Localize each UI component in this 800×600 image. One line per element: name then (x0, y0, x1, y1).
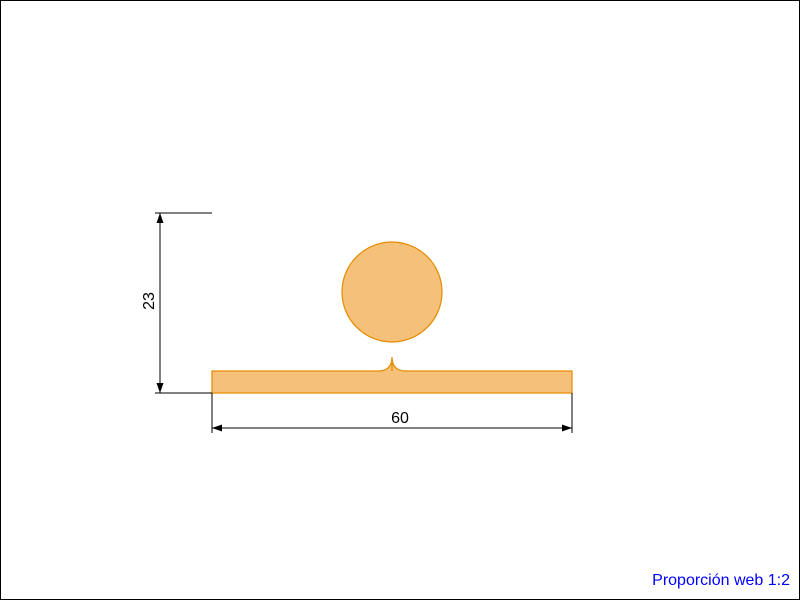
dimension-height-label: 23 (140, 292, 160, 310)
profile-drawing (0, 0, 800, 600)
dimension-width-label: 60 (370, 410, 430, 428)
scale-caption: Proporción web 1:2 (652, 572, 790, 590)
drawing-canvas: 60 23 Proporción web 1:2 (0, 0, 800, 600)
silicone-profile (212, 242, 572, 393)
